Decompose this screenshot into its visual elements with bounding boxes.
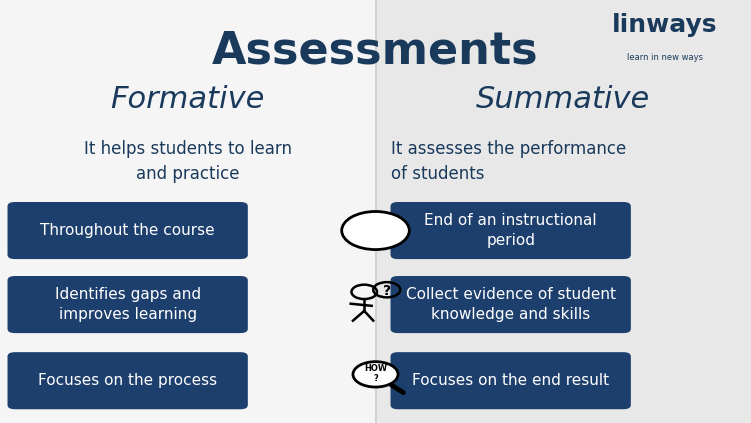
Text: End of an instructional
period: End of an instructional period (424, 213, 597, 248)
Text: It helps students to learn
and practice: It helps students to learn and practice (84, 140, 291, 183)
Circle shape (353, 362, 398, 387)
FancyBboxPatch shape (391, 276, 631, 333)
Text: Focuses on the process: Focuses on the process (38, 373, 217, 388)
Text: ?: ? (383, 283, 391, 298)
Text: Focuses on the end result: Focuses on the end result (412, 373, 609, 388)
Text: Formative: Formative (110, 85, 265, 114)
Text: Throughout the course: Throughout the course (41, 223, 215, 238)
FancyBboxPatch shape (8, 352, 248, 409)
Text: Summative: Summative (476, 85, 650, 114)
Text: linways: linways (612, 13, 717, 37)
FancyBboxPatch shape (391, 352, 631, 409)
FancyBboxPatch shape (0, 0, 376, 423)
Text: HOW
?: HOW ? (364, 364, 387, 383)
Text: It assesses the performance
of students: It assesses the performance of students (391, 140, 626, 183)
Text: learn in new ways: learn in new ways (626, 53, 703, 62)
FancyBboxPatch shape (8, 202, 248, 259)
Text: Collect evidence of student
knowledge and skills: Collect evidence of student knowledge an… (406, 287, 616, 322)
FancyBboxPatch shape (8, 276, 248, 333)
FancyBboxPatch shape (391, 202, 631, 259)
FancyBboxPatch shape (376, 0, 751, 423)
Text: Identifies gaps and
improves learning: Identifies gaps and improves learning (55, 287, 201, 322)
Text: Assessments: Assessments (213, 30, 538, 73)
Circle shape (342, 212, 409, 250)
